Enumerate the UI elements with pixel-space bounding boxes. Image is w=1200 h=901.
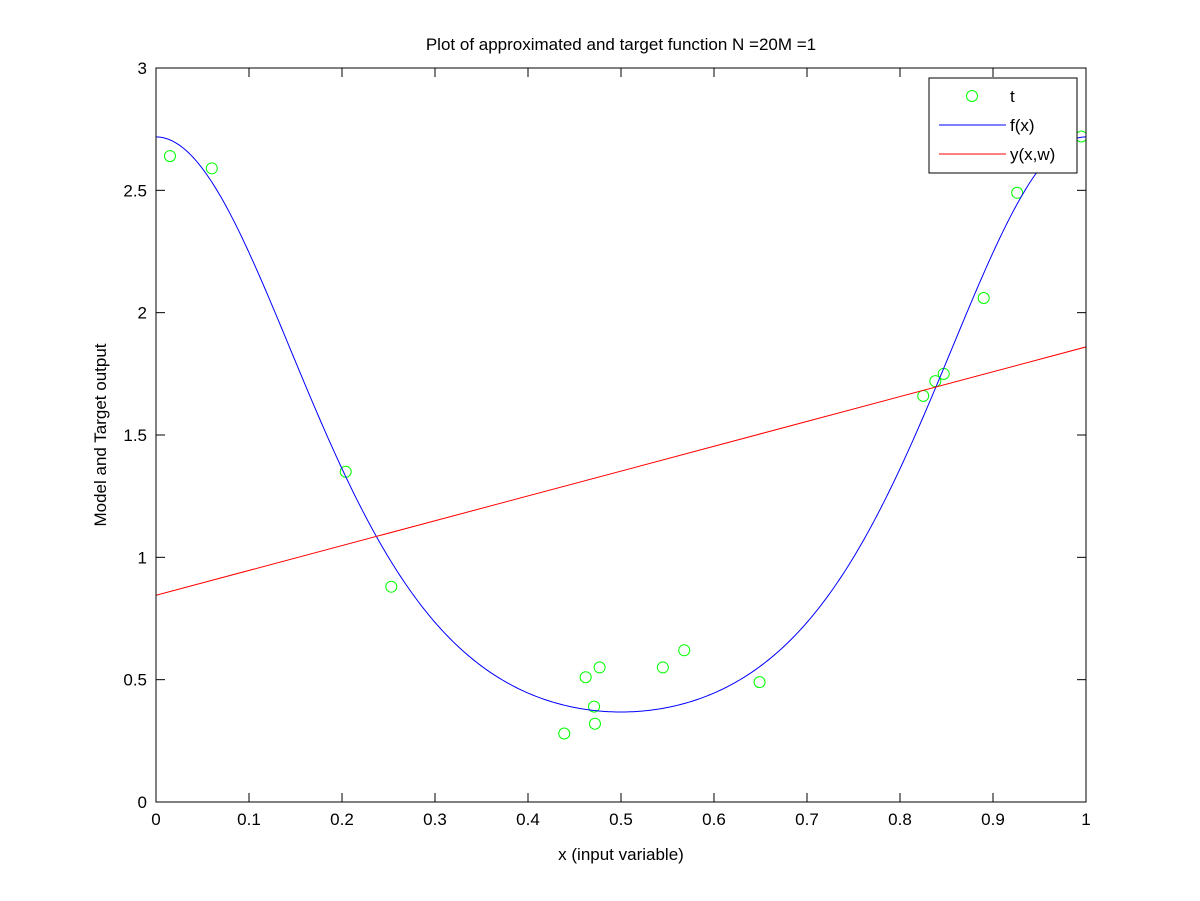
y-tick-label: 0.5: [123, 671, 147, 690]
x-tick-label: 0.1: [237, 810, 261, 829]
data-point: [385, 580, 398, 593]
data-point: [1011, 186, 1024, 199]
data-point: [678, 644, 691, 657]
legend-label: y(x,w): [1010, 145, 1055, 164]
y-tick-label: 1: [138, 548, 147, 567]
y-tick-label: 2: [138, 304, 147, 323]
y-tick-label: 2.5: [123, 181, 147, 200]
y-axis-label: Model and Target output: [91, 343, 110, 526]
plot-area: [156, 68, 1086, 802]
legend: t f(x) y(x,w): [928, 77, 1078, 174]
data-point: [977, 291, 990, 304]
data-point: [588, 717, 601, 730]
x-tick-label: 0.7: [795, 810, 819, 829]
x-tick-label: 0.2: [330, 810, 354, 829]
x-tick-label: 0.5: [609, 810, 633, 829]
data-point: [656, 661, 669, 674]
ticks-layer: 0 0.1 0.2 0.3 0.4 0.5 0.6 0.7 0.8 0.9 1 0 0.5 1 1.5 2 2.…: [123, 59, 1090, 829]
data-point: [753, 676, 766, 689]
x-tick-label: 1: [1081, 810, 1090, 829]
data-point: [579, 671, 592, 684]
series-yxw-line: [156, 346, 1086, 596]
data-point: [558, 727, 571, 740]
x-tick-label: 0: [151, 810, 160, 829]
y-tick-label: 0: [138, 793, 147, 812]
x-tick-label: 0.4: [516, 810, 540, 829]
data-point: [205, 162, 218, 175]
x-tick-label: 0.9: [981, 810, 1005, 829]
plot-series-group: [156, 130, 1086, 740]
data-point: [163, 150, 176, 163]
x-tick-label: 0.3: [423, 810, 447, 829]
x-axis-label: x (input variable): [558, 845, 684, 864]
legend-marker-t: [966, 90, 978, 102]
legend-label: t: [1010, 87, 1015, 106]
x-tick-label: 0.8: [888, 810, 912, 829]
y-tick-label: 1.5: [123, 426, 147, 445]
series-t-markers: [163, 130, 1086, 740]
data-point: [593, 661, 606, 674]
series-layer: [156, 130, 1086, 740]
x-tick-label: 0.6: [702, 810, 726, 829]
data-point: [588, 700, 601, 713]
y-tick-label: 3: [138, 59, 147, 78]
legend-label: f(x): [1010, 116, 1035, 135]
series-fx-line: [156, 136, 1086, 713]
chart-title: Plot of approximated and target function…: [426, 35, 816, 54]
